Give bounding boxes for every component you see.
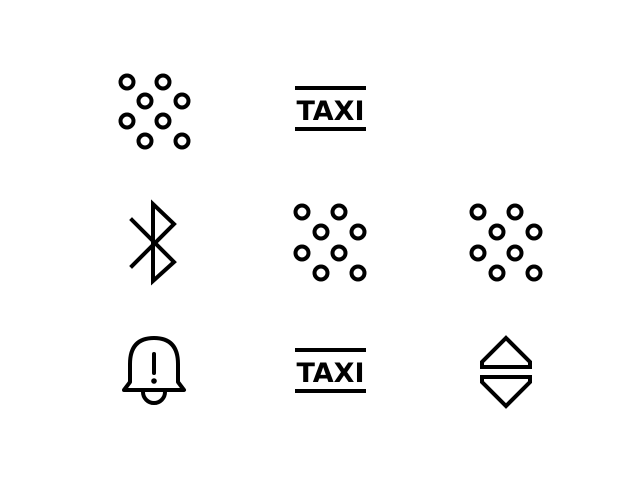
bell-alert-icon-graphic: [122, 336, 186, 405]
taxi-icon: TAXI: [270, 312, 390, 432]
up-down-triangles-icon: [446, 312, 566, 432]
pattern-dots-icon-graphic: [118, 73, 191, 150]
bluetooth-icon: [94, 182, 214, 302]
pattern-dots-icon-graphic: [469, 203, 543, 282]
pattern-dots-icon: [446, 182, 566, 302]
pattern-dots-icon-graphic: [293, 203, 367, 282]
taxi-icon-graphic: TAXI: [295, 86, 366, 131]
bluetooth-icon-graphic: [129, 199, 177, 286]
taxi-label: TAXI: [296, 358, 364, 389]
pattern-dots-icon: [94, 50, 214, 170]
up-down-triangles-icon-graphic: [480, 335, 532, 409]
bell-alert-icon: [94, 312, 214, 432]
taxi-label: TAXI: [296, 96, 364, 127]
taxi-icon-graphic: TAXI: [295, 348, 366, 393]
taxi-icon: TAXI: [270, 50, 390, 170]
pattern-dots-icon: [270, 182, 390, 302]
